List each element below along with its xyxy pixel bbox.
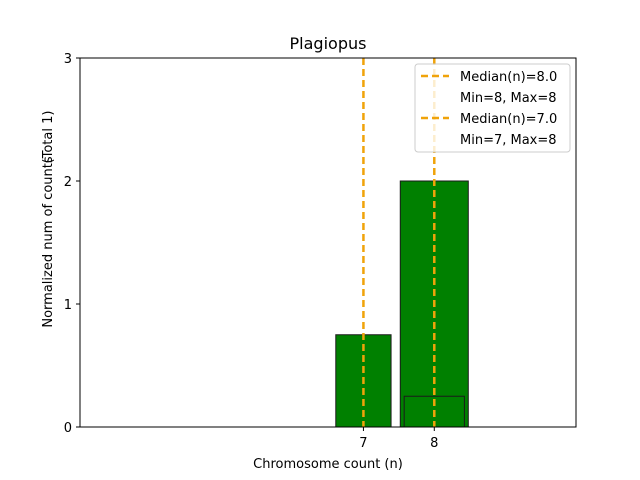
legend-note-median-1: Min=8, Max=8 — [460, 91, 557, 106]
y-tick-label: 0 — [64, 421, 72, 436]
axes-frame — [79, 57, 577, 428]
legend-note-median-2: Min=7, Max=8 — [460, 133, 557, 148]
y-axis: 0 1 2 3 — [64, 52, 80, 436]
legend: Median(n)=8.0 Min=8, Max=8 Median(n)=7.0… — [414, 63, 571, 153]
y-tick-label: 2 — [64, 175, 72, 190]
x-tick-label: 7 — [359, 436, 367, 451]
legend-box — [414, 63, 571, 153]
x-tick-label: 8 — [430, 436, 438, 451]
legend-label-median-2: Median(n)=7.0 — [460, 112, 557, 127]
x-axis-label: Chromosome count (n) — [253, 457, 403, 472]
y-axis-label: Normalized num of counts — [41, 156, 56, 327]
chart-title: Plagiopus — [290, 34, 367, 53]
y-axis-label-note: (Total 1) — [41, 111, 56, 164]
y-tick-label: 3 — [64, 52, 72, 67]
y-tick-label: 1 — [64, 298, 72, 313]
legend-label-median-1: Median(n)=8.0 — [460, 70, 557, 85]
